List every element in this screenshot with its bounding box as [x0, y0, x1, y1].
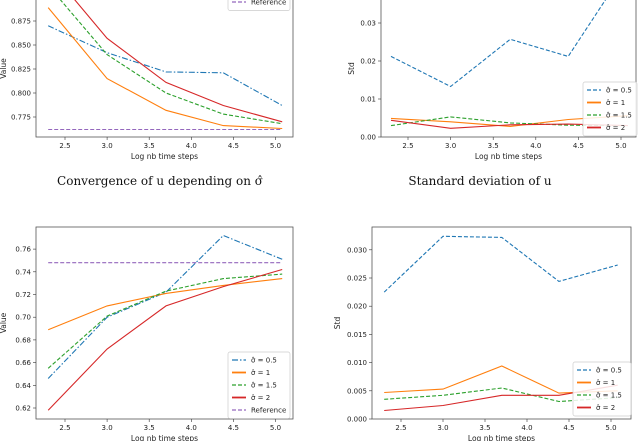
legend-label: σ̂ = 1: [596, 379, 615, 387]
y-axis-label: Value: [0, 312, 8, 333]
y-tick-label: 0.015: [347, 331, 367, 339]
y-tick-label: 0.76: [15, 246, 31, 254]
legend: Reference: [227, 0, 291, 11]
y-tick-label: 0.70: [15, 314, 31, 322]
y-tick-label: 0.68: [15, 336, 31, 344]
subplot-3: 2.5 3.0 3.5 4.0 4.5 5.0 0.000 0.005 0.010 0.015 0.…: [333, 226, 632, 441]
series-line-1: [47, 7, 283, 130]
y-tick-label: 0.72: [15, 291, 31, 299]
x-tick-label: 4.5: [563, 424, 574, 432]
legend-label: σ̂ = 1: [251, 369, 270, 377]
x-axis-label: Log nb time steps: [475, 152, 542, 161]
x-tick-label: 5.0: [270, 142, 281, 150]
x-tick-label: 4.5: [573, 142, 584, 150]
y-tick-label: 0.000: [347, 416, 367, 424]
y-axis-label: Std: [347, 62, 356, 75]
legend-label: σ̂ = 1.5: [606, 112, 632, 120]
y-tick-label: 0.64: [15, 382, 31, 390]
x-tick-label: 2.5: [59, 142, 70, 150]
y-tick-label: 0.800: [11, 90, 31, 98]
series-line-0: [47, 25, 283, 106]
series-line-3: [47, 268, 283, 411]
legend-label: σ̂ = 1.5: [596, 392, 622, 400]
x-axis-label: Log nb time steps: [131, 434, 198, 441]
legend-label: σ̂ = 2: [251, 394, 270, 402]
y-tick-label: 0.62: [15, 405, 31, 413]
x-axis-label: Log nb time steps: [468, 434, 535, 441]
x-tick-label: 3.0: [445, 142, 456, 150]
y-tick-label: 0.875: [11, 18, 31, 26]
y-tick-label: 0.005: [347, 387, 367, 395]
legend-label: Reference: [251, 407, 286, 415]
x-tick-label: 5.0: [270, 424, 281, 432]
y-tick-label: 0.825: [11, 66, 31, 74]
y-axis-label: Value: [0, 58, 8, 79]
x-tick-label: 5.0: [615, 142, 626, 150]
x-axis-label: Log nb time steps: [131, 152, 198, 161]
y-tick-label: 0.025: [347, 275, 367, 283]
legend-label: σ̂ = 0.5: [606, 87, 632, 95]
x-tick-label: 4.0: [186, 424, 197, 432]
legend-label: σ̂ = 2: [596, 404, 615, 412]
legend-label: σ̂ = 0.5: [596, 367, 622, 375]
series-line-0: [47, 234, 283, 379]
subplot-2: 2.5 3.0 3.5 4.0 4.5 5.0 0.62 0.64 0.66 0.68 0.70 0.…: [0, 226, 294, 441]
legend: σ̂ = 0.5 σ̂ = 1 σ̂ = 1.5 σ̂ = 2: [572, 361, 632, 417]
subplot-1: 2.5 3.0 3.5 4.0 4.5 5.0 0.00 0.01 0.02 0.03 Log nb…: [347, 0, 638, 161]
legend-label: σ̂ = 2: [606, 124, 625, 132]
x-tick-label: 3.5: [144, 142, 155, 150]
series-line-1: [47, 278, 283, 331]
x-tick-label: 5.0: [605, 424, 616, 432]
caption-convergence: Convergence of u depending on σ̂: [57, 174, 263, 188]
y-tick-label: 0.030: [347, 246, 367, 254]
legend: σ̂ = 0.5 σ̂ = 1 σ̂ = 1.5 σ̂ = 2 Reference: [227, 351, 291, 419]
x-tick-label: 3.5: [479, 424, 490, 432]
y-tick-label: 0.03: [360, 20, 376, 28]
y-tick-label: 0.02: [360, 58, 376, 66]
legend-label: Reference: [251, 0, 286, 7]
x-tick-label: 2.5: [402, 142, 413, 150]
x-tick-label: 4.0: [521, 424, 532, 432]
series-line-3: [74, 0, 283, 123]
series-line-2: [384, 387, 618, 403]
y-axis-label: Std: [333, 317, 342, 330]
x-tick-label: 4.5: [228, 142, 239, 150]
x-tick-label: 3.0: [102, 142, 113, 150]
y-tick-label: 0.66: [15, 359, 31, 367]
legend: σ̂ = 0.5 σ̂ = 1 σ̂ = 1.5 σ̂ = 2: [582, 81, 638, 137]
legend-label: σ̂ = 0.5: [251, 357, 277, 365]
y-tick-label: 0.020: [347, 303, 367, 311]
x-tick-label: 4.5: [228, 424, 239, 432]
x-tick-label: 2.5: [395, 424, 406, 432]
y-tick-label: 0.00: [360, 134, 376, 142]
x-tick-label: 4.0: [186, 142, 197, 150]
y-tick-label: 0.775: [11, 114, 31, 122]
axes-frame: [35, 0, 294, 138]
x-tick-label: 3.5: [488, 142, 499, 150]
x-tick-label: 3.0: [102, 424, 113, 432]
legend-label: σ̂ = 1: [606, 99, 625, 107]
y-tick-label: 0.74: [15, 268, 31, 276]
y-tick-label: 0.010: [347, 359, 367, 367]
x-tick-label: 3.5: [144, 424, 155, 432]
caption-std: Standard deviation of u: [408, 174, 551, 188]
series-line-0: [390, 0, 607, 88]
series-line-2: [59, 0, 283, 125]
legend-label: σ̂ = 1.5: [251, 382, 277, 390]
x-tick-label: 2.5: [59, 424, 70, 432]
y-tick-label: 0.01: [360, 96, 376, 104]
y-tick-label: 0.850: [11, 42, 31, 50]
subplot-0: 2.5 3.0 3.5 4.0 4.5 5.0 0.775 0.800 0.825 0.850 0.…: [0, 0, 294, 161]
x-tick-label: 3.0: [437, 424, 448, 432]
x-tick-label: 4.0: [530, 142, 541, 150]
